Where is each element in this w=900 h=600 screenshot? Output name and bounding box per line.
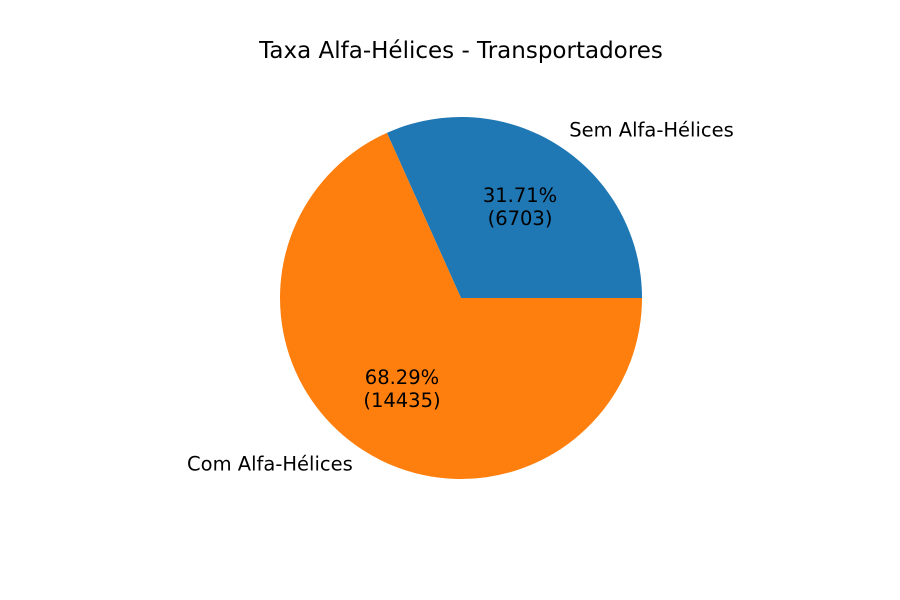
slice-count-2: (14435) — [363, 389, 440, 412]
pie-slice-1 — [386, 116, 642, 298]
slice-percent-2: 68.29% — [365, 366, 439, 389]
slices-layer — [280, 116, 642, 479]
slice-value-label-1: 31.71% (6703) — [483, 184, 557, 230]
pie-slice-2 — [280, 132, 642, 479]
slice-value-label-2: 68.29% (14435) — [363, 366, 440, 412]
chart-title: Taxa Alfa-Hélices - Transportadores — [258, 38, 663, 64]
slice-count-1: (6703) — [488, 207, 553, 230]
slice-label-2: Com Alfa-Hélices — [187, 453, 353, 476]
slice-label-1: Sem Alfa-Hélices — [569, 118, 734, 141]
labels-layer: Sem Alfa-Hélices 31.71% (6703) Com Alfa-Hél… — [187, 118, 734, 475]
slice-percent-1: 31.71% — [483, 184, 557, 207]
